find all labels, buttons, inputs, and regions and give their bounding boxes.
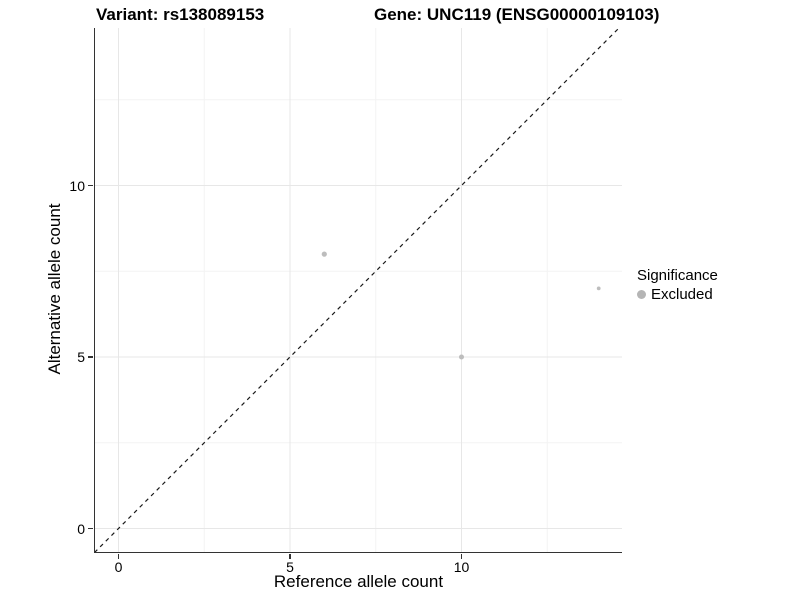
y-tick-label: 5 <box>77 349 85 365</box>
x-tick-mark <box>117 553 120 559</box>
x-tick-label: 0 <box>114 559 123 575</box>
plot-panel <box>93 28 622 553</box>
legend-key-dot <box>637 290 646 299</box>
identity-line <box>94 28 620 552</box>
x-axis-label: Reference allele count <box>273 572 444 591</box>
plot-title-variant: Variant: rs138089153 <box>96 5 265 24</box>
x-tick-mark <box>460 553 463 559</box>
legend-title: Significance <box>637 267 718 284</box>
x-tick-label: 5 <box>286 559 294 575</box>
data-point <box>321 251 327 257</box>
y-tick-label: 10 <box>69 177 85 194</box>
legend-items: Excluded <box>637 286 718 303</box>
y-tick-label: 0 <box>77 520 85 537</box>
y-tick-mark <box>87 356 93 358</box>
data-point <box>596 286 601 291</box>
plot-title-gene: Gene: UNC119 (ENSG00000109103) <box>374 5 660 24</box>
legend-item-label: Excluded <box>651 286 713 303</box>
y-tick-mark <box>87 184 93 187</box>
x-tick-mark <box>289 553 291 559</box>
y-axis-label: Alternative allele count <box>45 203 64 375</box>
legend: Significance Excluded <box>637 266 718 303</box>
plot-canvas <box>94 28 622 552</box>
x-tick-label: 10 <box>453 559 470 575</box>
data-point <box>458 354 464 360</box>
y-tick-mark <box>87 527 93 530</box>
legend-item: Excluded <box>637 286 718 303</box>
